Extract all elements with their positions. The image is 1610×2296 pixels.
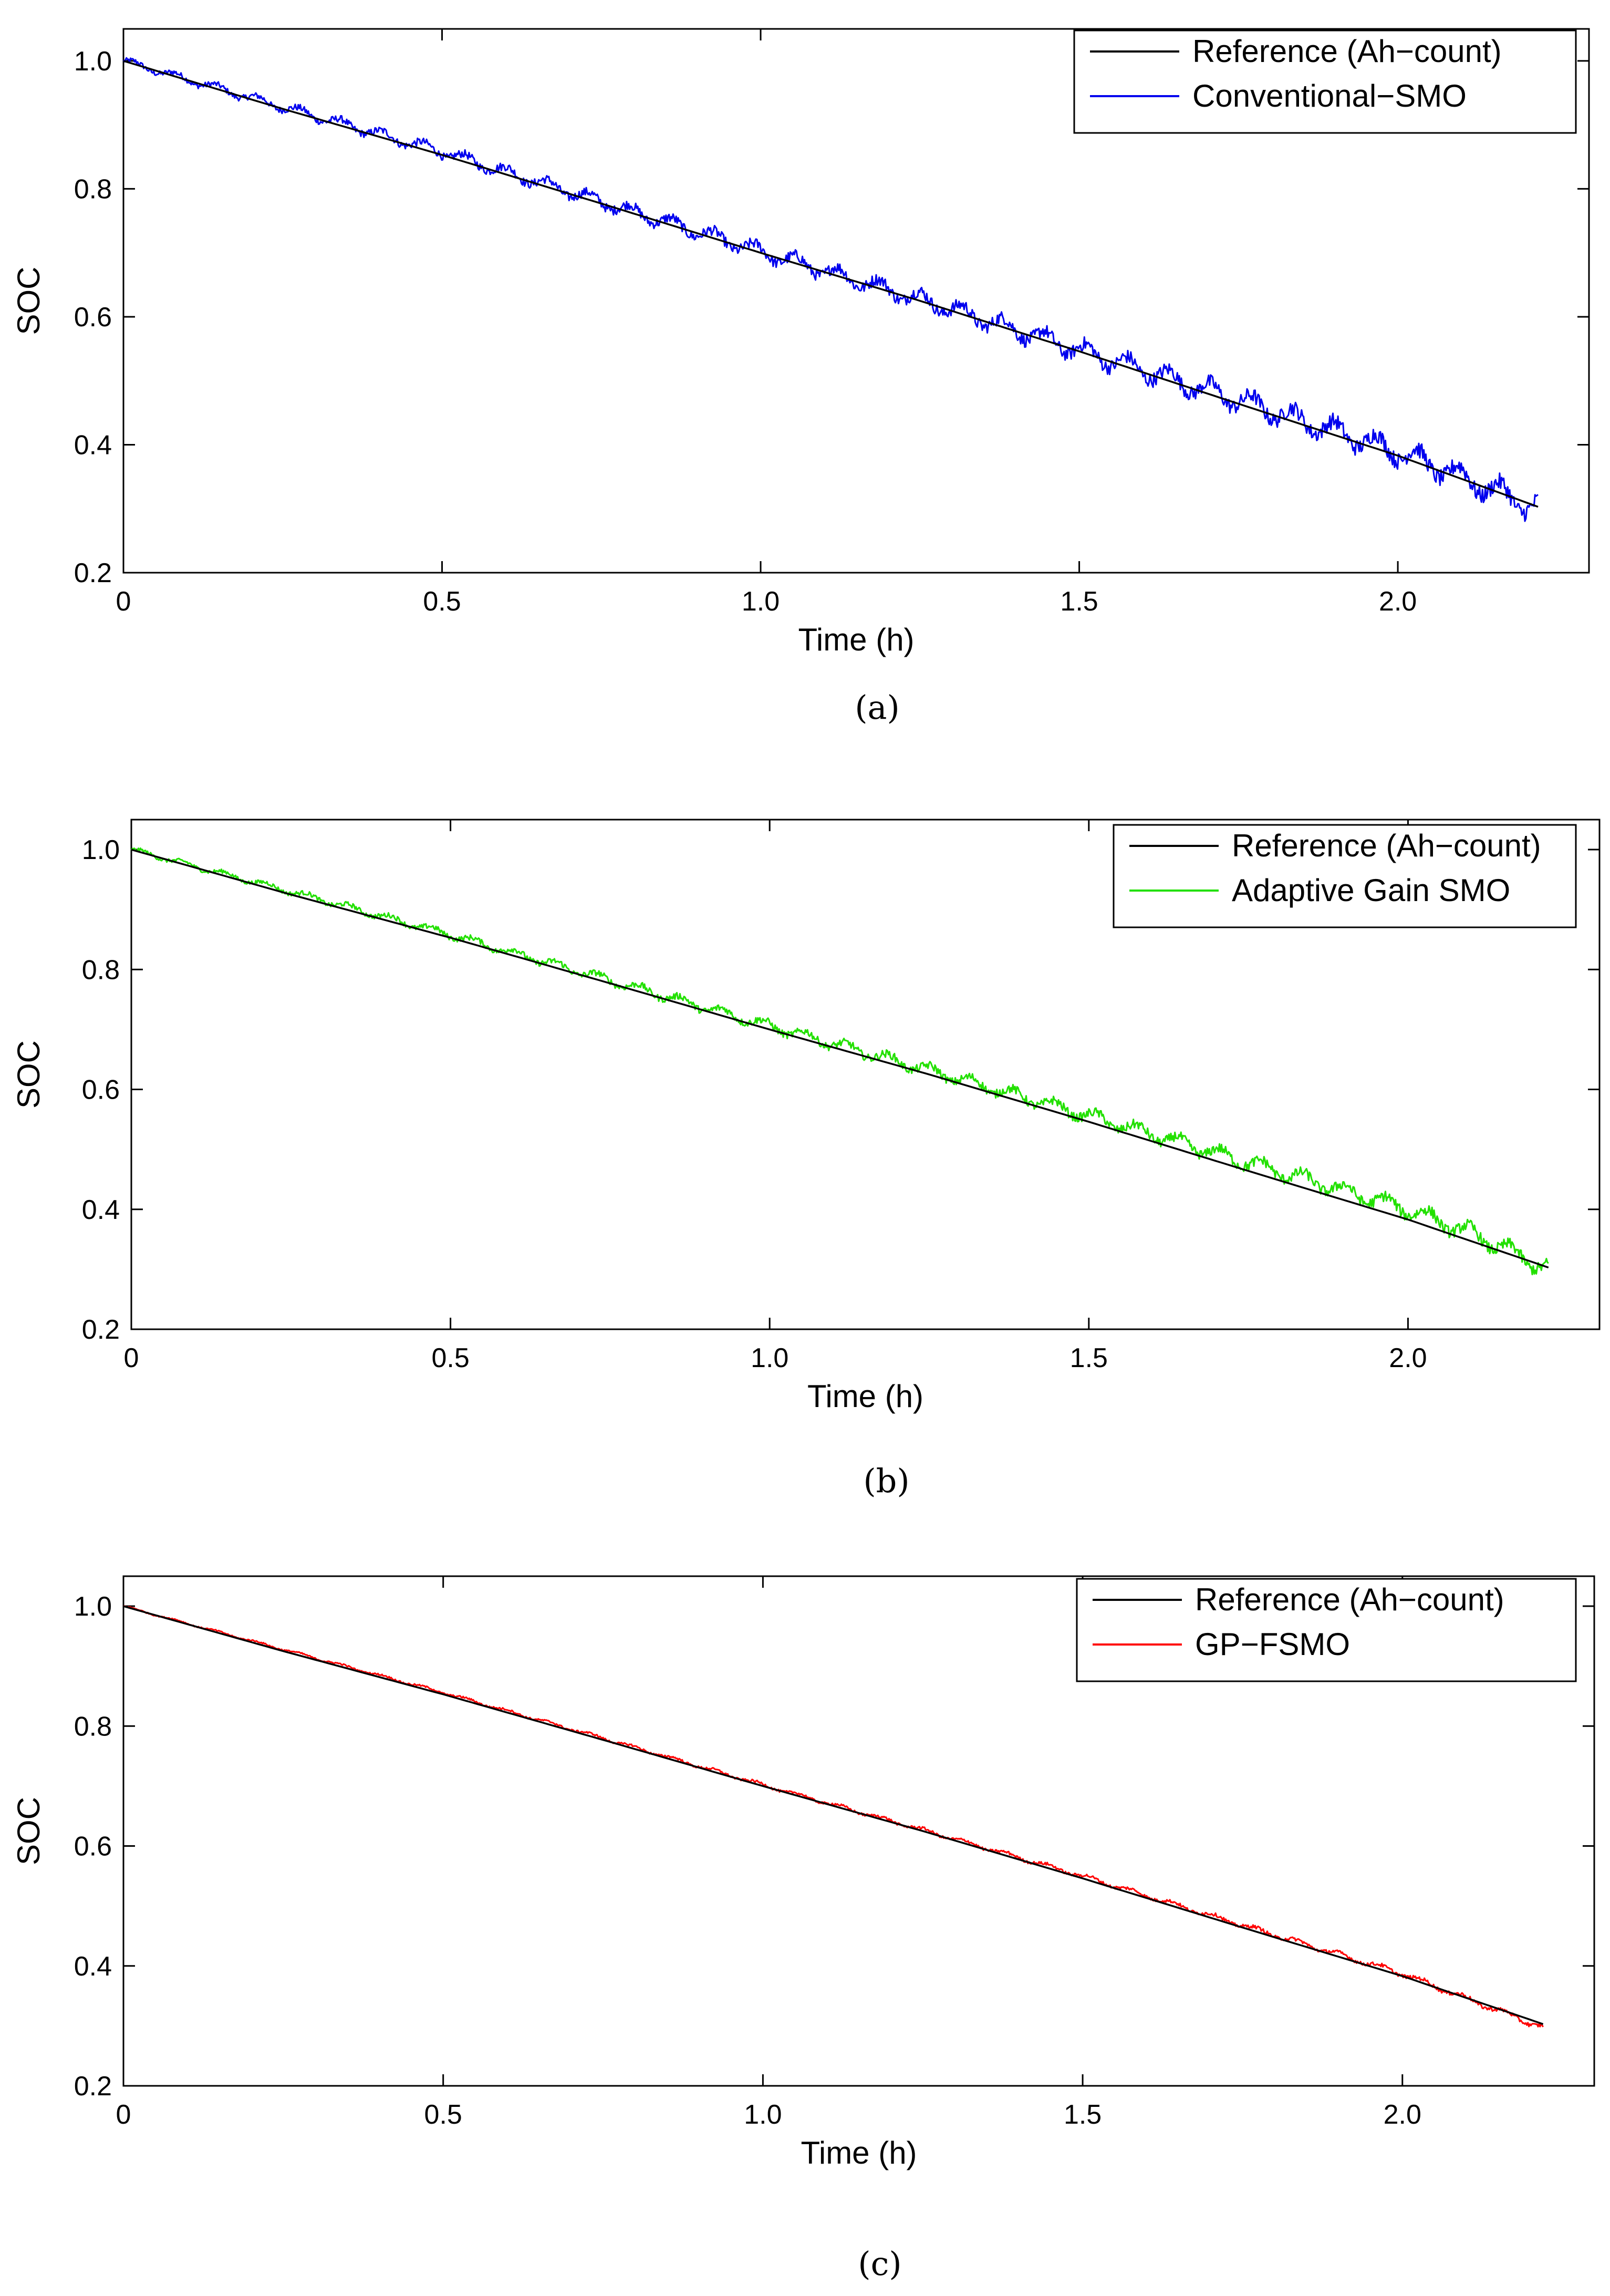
y-tick-label: 1.0	[82, 835, 120, 865]
x-tick-label: 1.0	[744, 2100, 782, 2130]
chart-panel-a: 0 0.5 1.0 1.5 2.0 0.2 0.4 0.6 0.8 1.0 Time (h) SOC R…	[11, 28, 1590, 727]
panel-caption: (c)	[858, 2245, 901, 2283]
series-estimator-line	[123, 1605, 1544, 2028]
panel-caption: (a)	[855, 688, 899, 727]
x-tick-label: 1.5	[1060, 586, 1098, 617]
x-tick-label: 0.5	[424, 2100, 462, 2130]
x-tick-label: 1.0	[751, 1343, 788, 1373]
chart-panel-b: 0 0.5 1.0 1.5 2.0 0.2 0.4 0.6 0.8 1.0 Time (h) SOC R…	[11, 819, 1601, 1500]
x-tick-label: 0.5	[431, 1343, 469, 1373]
y-tick-label: 0.8	[82, 955, 120, 985]
y-tick-label: 1.0	[74, 1591, 112, 1622]
series-reference-line	[123, 1605, 1544, 2025]
y-axis-label: SOC	[11, 1797, 46, 1865]
legend: Reference (Ah−count) Conventional−SMO	[1073, 29, 1577, 134]
y-tick-label: 1.0	[74, 46, 112, 77]
y-tick-label: 0.2	[74, 2071, 112, 2102]
legend-entry: Conventional−SMO	[1192, 78, 1467, 113]
legend-entry: Reference (Ah−count)	[1195, 1582, 1504, 1617]
y-tick-label: 0.8	[74, 174, 112, 204]
legend-box	[1073, 29, 1577, 134]
y-tick-label: 0.6	[74, 302, 112, 333]
x-tick-label: 0	[116, 586, 131, 617]
x-axis-label: Time (h)	[807, 1379, 923, 1414]
x-tick-label: 2.0	[1379, 586, 1417, 617]
y-tick-label: 0.4	[74, 1951, 112, 1982]
series-estimator-line	[130, 847, 1549, 1276]
x-tick-label: 1.5	[1070, 1343, 1108, 1373]
series-reference-line	[131, 849, 1549, 1269]
legend-entry: Adaptive Gain SMO	[1232, 873, 1510, 908]
y-tick-label: 0.2	[74, 558, 112, 588]
y-axis-label: SOC	[11, 266, 46, 335]
y-axis-label: SOC	[11, 1040, 46, 1109]
legend-entry: Reference (Ah−count)	[1232, 828, 1541, 863]
x-tick-label: 0	[116, 2100, 131, 2130]
x-axis-label: Time (h)	[801, 2135, 917, 2170]
y-tick-label: 0.6	[82, 1075, 120, 1105]
legend: Reference (Ah−count) GP−FSMO	[1076, 1578, 1577, 1682]
series-reference-line	[123, 60, 1539, 508]
y-tick-label: 0.2	[82, 1315, 120, 1345]
x-tick-label: 2.0	[1384, 2100, 1421, 2130]
x-tick-label: 1.0	[742, 586, 780, 617]
legend-entry: GP−FSMO	[1195, 1627, 1350, 1662]
y-tick-label: 0.6	[74, 1832, 112, 1862]
legend-box	[1076, 1578, 1577, 1682]
legend: Reference (Ah−count) Adaptive Gain SMO	[1113, 824, 1577, 928]
x-tick-label: 2.0	[1389, 1343, 1427, 1373]
legend-entry: Reference (Ah−count)	[1192, 34, 1502, 69]
panel-caption: (b)	[863, 1462, 909, 1500]
y-tick-label: 0.4	[82, 1195, 120, 1225]
x-tick-label: 0.5	[423, 586, 461, 617]
x-axis-label: Time (h)	[798, 622, 914, 657]
legend-box	[1113, 824, 1577, 928]
y-tick-label: 0.4	[74, 430, 112, 460]
x-tick-label: 1.5	[1064, 2100, 1102, 2130]
x-tick-label: 0	[124, 1343, 139, 1373]
y-tick-label: 0.8	[74, 1711, 112, 1742]
chart-panel-c: 0 0.5 1.0 1.5 2.0 0.2 0.4 0.6 0.8 1.0 Time (h) SOC R…	[11, 1575, 1595, 2283]
